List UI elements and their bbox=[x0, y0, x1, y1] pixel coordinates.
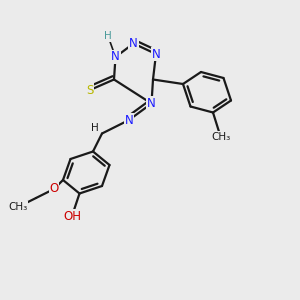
Text: H: H bbox=[91, 123, 98, 133]
Text: O: O bbox=[50, 182, 58, 196]
Text: CH₃: CH₃ bbox=[8, 202, 28, 212]
Text: OH: OH bbox=[63, 209, 81, 223]
Text: N: N bbox=[111, 50, 120, 64]
Text: CH₃: CH₃ bbox=[211, 131, 230, 142]
Text: S: S bbox=[86, 83, 94, 97]
Text: H: H bbox=[104, 31, 112, 41]
Text: N: N bbox=[152, 47, 160, 61]
Text: N: N bbox=[124, 113, 134, 127]
Text: N: N bbox=[147, 97, 156, 110]
Text: N: N bbox=[129, 37, 138, 50]
